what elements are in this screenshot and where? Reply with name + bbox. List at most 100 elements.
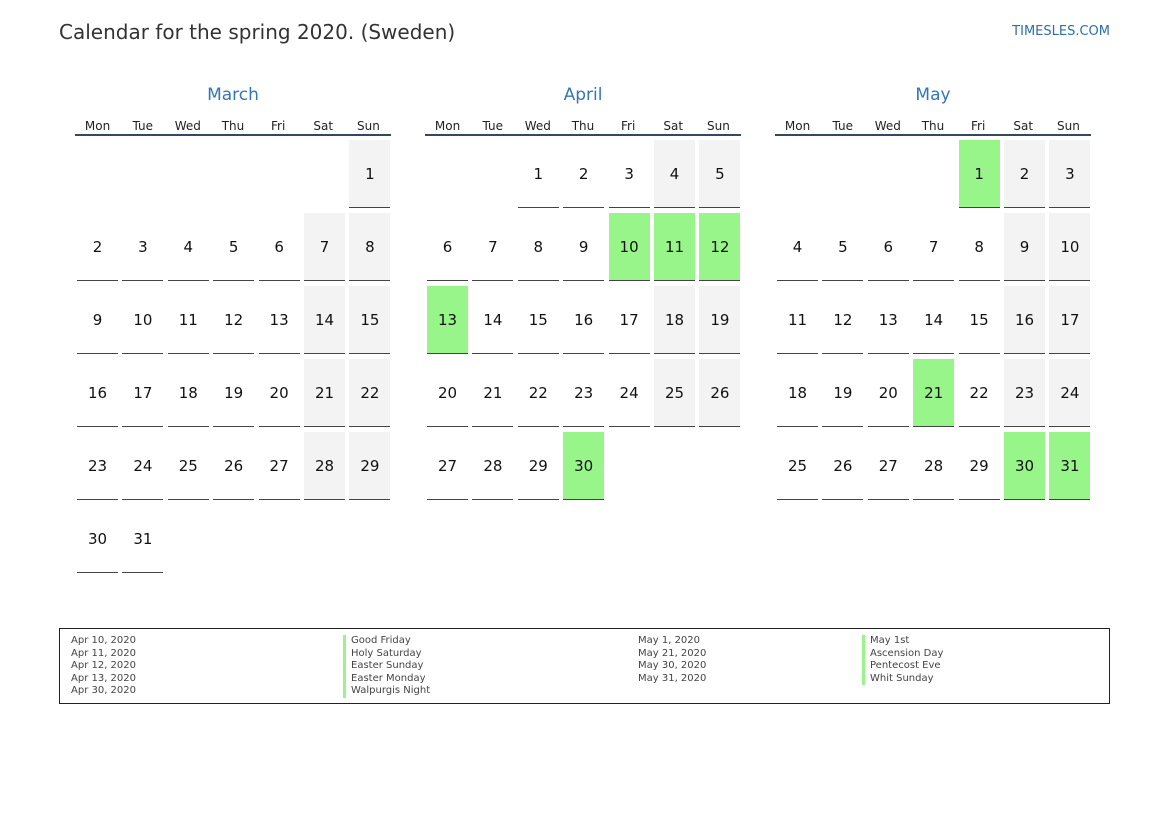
- day-cell: 27: [867, 432, 909, 500]
- day-cell: 26: [213, 432, 255, 500]
- day-cell: 7: [304, 213, 345, 281]
- legend-holiday-name: Good Friday: [343, 635, 430, 648]
- month-march: March Mon Tue Wed Thu Fri Sat Sun 1 2 3 4 5 6 7 8 9 10 1…: [75, 82, 391, 573]
- day-cell: 8: [349, 213, 391, 281]
- day-cell: 4: [167, 213, 209, 281]
- day-cell: 17: [122, 359, 164, 427]
- weekday-header: Mon Tue Wed Thu Fri Sat Sun: [75, 108, 391, 136]
- day-cell: 2: [563, 140, 605, 208]
- day-cell: 23: [563, 359, 605, 427]
- weekday-label: Sat: [1013, 119, 1034, 133]
- day-cell: 29: [958, 432, 1000, 500]
- legend-dates-apr: Apr 10, 2020 Apr 11, 2020 Apr 12, 2020 A…: [71, 635, 136, 698]
- day-cell: 30: [77, 505, 118, 573]
- day-cell: 6: [258, 213, 300, 281]
- day-cell: 16: [77, 359, 118, 427]
- weekday-label: Fri: [270, 119, 286, 133]
- day-cell: 19: [213, 359, 255, 427]
- day-cell: 10: [1049, 213, 1091, 281]
- day-cell: 31: [122, 505, 164, 573]
- weekday-label: Wed: [874, 119, 901, 133]
- day-cell: 26: [822, 432, 864, 500]
- day-cell: 4: [777, 213, 818, 281]
- day-cell: 23: [77, 432, 118, 500]
- day-cell: 24: [1049, 359, 1091, 427]
- day-cell: 24: [122, 432, 164, 500]
- month-title: March: [207, 85, 259, 105]
- day-cell: 19: [699, 286, 741, 354]
- day-cell: 7: [913, 213, 955, 281]
- day-cell: 11: [777, 286, 818, 354]
- day-cell: 25: [777, 432, 818, 500]
- day-cell: 22: [349, 359, 391, 427]
- day-cell: 21: [304, 359, 345, 427]
- day-cell: 17: [1049, 286, 1091, 354]
- weekday-label: Thu: [921, 119, 945, 133]
- day-cell: 21: [913, 359, 955, 427]
- day-cell: 5: [822, 213, 864, 281]
- day-cell: 1: [349, 140, 391, 208]
- day-cell: 30: [1004, 432, 1045, 500]
- day-cell: 6: [867, 213, 909, 281]
- day-cell: 13: [867, 286, 909, 354]
- weekday-label: Fri: [970, 119, 986, 133]
- day-cell: 9: [1004, 213, 1045, 281]
- day-cell: 5: [699, 140, 741, 208]
- month-title: May: [915, 85, 951, 105]
- day-cell: 28: [304, 432, 345, 500]
- day-cell: 9: [77, 286, 118, 354]
- day-cell: 19: [822, 359, 864, 427]
- day-cell: 16: [563, 286, 605, 354]
- day-cell: 10: [122, 286, 164, 354]
- site-link[interactable]: TIMESLES.COM: [1012, 24, 1110, 39]
- weekday-label: Sun: [707, 119, 730, 133]
- legend-holiday-name: Easter Monday: [343, 672, 430, 685]
- month-title: April: [563, 85, 603, 105]
- month-may: May Mon Tue Wed Thu Fri Sat Sun 1 2 3 4 5 6 7 8 9 10 11 1…: [775, 82, 1091, 500]
- day-cell: 30: [563, 432, 605, 500]
- weekday-label: Mon: [784, 119, 811, 133]
- day-cell: 15: [517, 286, 559, 354]
- weekday-label: Mon: [434, 119, 461, 133]
- legend-date: Apr 11, 2020: [71, 647, 137, 659]
- legend-holiday-name: May 1st: [862, 635, 943, 648]
- day-cell: 18: [654, 286, 695, 354]
- day-cell: 8: [958, 213, 1000, 281]
- legend-date: May 21, 2020: [638, 647, 707, 659]
- legend-date: May 31, 2020: [638, 672, 707, 684]
- day-cell: 14: [304, 286, 345, 354]
- day-cell: 17: [608, 286, 650, 354]
- weekday-label: Wed: [174, 119, 201, 133]
- day-cell: 3: [122, 213, 164, 281]
- day-cell: 3: [1049, 140, 1091, 208]
- day-cell: 15: [958, 286, 1000, 354]
- month-april: April Mon Tue Wed Thu Fri Sat Sun 1 2 3 4 5 6 7 8 9 10 1…: [425, 82, 741, 500]
- day-cell: 22: [517, 359, 559, 427]
- legend-date: Apr 30, 2020: [71, 685, 137, 696]
- day-cell: 2: [77, 213, 118, 281]
- weekday-label: Tue: [482, 119, 503, 133]
- weekday-label: Sun: [357, 119, 380, 133]
- weekday-label: Mon: [84, 119, 111, 133]
- weekday-label: Sun: [1057, 119, 1080, 133]
- day-cell: 25: [167, 432, 209, 500]
- weekday-header: Mon Tue Wed Thu Fri Sat Sun: [775, 108, 1091, 136]
- day-cell: 20: [427, 359, 468, 427]
- weekday-label: Sat: [663, 119, 684, 133]
- legend-names-apr: Good Friday Holy Saturday Easter Sunday …: [343, 635, 430, 698]
- day-cell: 12: [822, 286, 864, 354]
- day-cell: 24: [608, 359, 650, 427]
- day-cell: 12: [699, 213, 741, 281]
- legend-holiday-name: Whit Sunday: [862, 672, 943, 685]
- day-cell: 27: [258, 432, 300, 500]
- legend-date: Apr 12, 2020: [71, 660, 137, 671]
- legend-holiday-name: Ascension Day: [862, 647, 943, 660]
- page-title: Calendar for the spring 2020. (Sweden): [59, 20, 456, 44]
- day-cell: 27: [427, 432, 468, 500]
- day-cell: 5: [213, 213, 255, 281]
- legend-date: May 1, 2020: [638, 635, 701, 646]
- weekday-label: Tue: [832, 119, 853, 133]
- day-cell: 7: [472, 213, 514, 281]
- legend-date: Apr 10, 2020: [71, 635, 137, 646]
- day-cell: 11: [167, 286, 209, 354]
